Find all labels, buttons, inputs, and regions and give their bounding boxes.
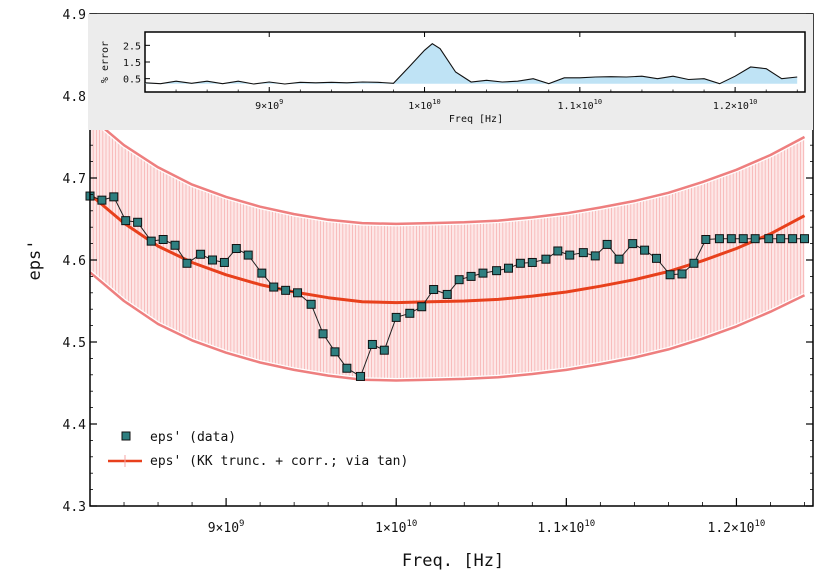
- data-point: [628, 239, 638, 249]
- y-axis-title: eps': [25, 240, 45, 281]
- inset-x-tick-label: 1.2×1010: [713, 98, 758, 112]
- data-point: [133, 217, 143, 227]
- data-point: [231, 244, 241, 254]
- inset-y-tick-label: 1.5: [123, 58, 141, 69]
- data-point: [788, 234, 798, 244]
- data-point: [219, 257, 229, 267]
- data-point: [677, 269, 687, 279]
- x-axis-title: Freq. [Hz]: [402, 551, 504, 571]
- data-point: [182, 258, 192, 268]
- data-point: [640, 245, 650, 255]
- y-tick-label: 4.6: [63, 254, 86, 269]
- inset-error-panel: 0.5 1.5 2.5 9×109 1×1010 1.1×1010 1.2×1010 Freq…: [88, 14, 813, 130]
- data-point: [367, 339, 377, 349]
- data-point: [799, 234, 809, 244]
- band-edges: [88, 114, 806, 383]
- data-point: [342, 363, 352, 373]
- data-point: [158, 235, 168, 244]
- band-upper-edge: [89, 115, 806, 226]
- band-lower-edge: [89, 271, 806, 382]
- x-tick-label: 1×1010: [375, 519, 417, 536]
- data-point: [527, 257, 537, 267]
- data-point: [417, 302, 427, 312]
- inset-x-axis-title: Freq [Hz]: [449, 114, 503, 125]
- data-point: [689, 258, 699, 268]
- inset-error-line: [144, 43, 798, 85]
- data-point: [293, 288, 303, 298]
- data-point: [503, 263, 513, 273]
- legend-data-marker: [121, 431, 131, 441]
- y-tick-label: 4.7: [63, 172, 86, 187]
- data-point: [651, 253, 661, 263]
- data-point: [478, 268, 488, 278]
- x-tick-label: 9×109: [208, 519, 245, 536]
- data-point: [207, 255, 217, 265]
- data-point: [121, 216, 131, 226]
- data-point: [318, 329, 328, 339]
- data-point: [541, 254, 551, 264]
- y-tick-label: 4.3: [63, 500, 86, 515]
- inset-error-fill: [145, 43, 798, 84]
- data-point: [97, 195, 107, 205]
- x-tick-label: 1.1×1010: [537, 519, 595, 536]
- data-point: [243, 250, 253, 260]
- data-point: [429, 285, 439, 295]
- data-point: [269, 282, 279, 292]
- data-point: [109, 192, 119, 202]
- data-point: [614, 254, 624, 264]
- data-point: [602, 239, 612, 249]
- data-point: [379, 345, 389, 355]
- data-point: [306, 299, 316, 309]
- data-point: [492, 266, 502, 276]
- legend: eps' (data) eps' (KK trunc. + corr.; via…: [108, 430, 408, 469]
- data-point: [330, 347, 340, 357]
- data-point: [590, 251, 600, 261]
- legend-fit-label: eps' (KK trunc. + corr.; via tan): [150, 454, 408, 469]
- data-point: [776, 234, 786, 244]
- legend-data-label: eps' (data): [150, 430, 236, 445]
- data-point: [257, 268, 267, 278]
- data-point: [701, 235, 711, 244]
- data-point: [714, 234, 724, 244]
- data-point: [454, 275, 464, 285]
- data-point: [515, 258, 525, 268]
- data-point: [466, 271, 476, 281]
- data-point: [764, 234, 774, 244]
- data-point: [750, 234, 760, 244]
- data-point: [442, 289, 452, 299]
- fit-line-layer: [89, 193, 806, 305]
- y-tick-label: 4.9: [63, 8, 86, 23]
- data-point: [196, 249, 206, 259]
- data-point: [146, 236, 156, 246]
- inset-x-tick-label: 1.1×1010: [558, 98, 603, 112]
- y-tick-label: 4.5: [63, 336, 86, 351]
- data-point: [665, 270, 675, 280]
- data-point: [281, 285, 291, 295]
- data-point: [738, 234, 748, 244]
- data-point: [553, 246, 563, 256]
- data-point: [355, 371, 365, 381]
- inset-y-tick-label: 0.5: [123, 75, 141, 86]
- data-point: [170, 240, 180, 250]
- y-tick-label: 4.8: [63, 90, 86, 105]
- x-tick-label: 1.2×1010: [708, 519, 766, 536]
- data-point: [405, 308, 415, 318]
- data-point: [565, 250, 575, 260]
- inset-y-axis-title: % error: [100, 41, 111, 83]
- y-tick-label: 4.4: [63, 418, 87, 433]
- inset-x-tick-label: 9×109: [255, 98, 283, 112]
- band-fill: [90, 116, 805, 381]
- inset-y-tick-label: 2.5: [123, 41, 141, 52]
- data-point: [578, 248, 588, 258]
- inset-x-tick-label: 1×1010: [408, 98, 441, 112]
- data-point: [726, 234, 736, 244]
- data-point: [391, 312, 401, 322]
- fit-line: [89, 193, 806, 305]
